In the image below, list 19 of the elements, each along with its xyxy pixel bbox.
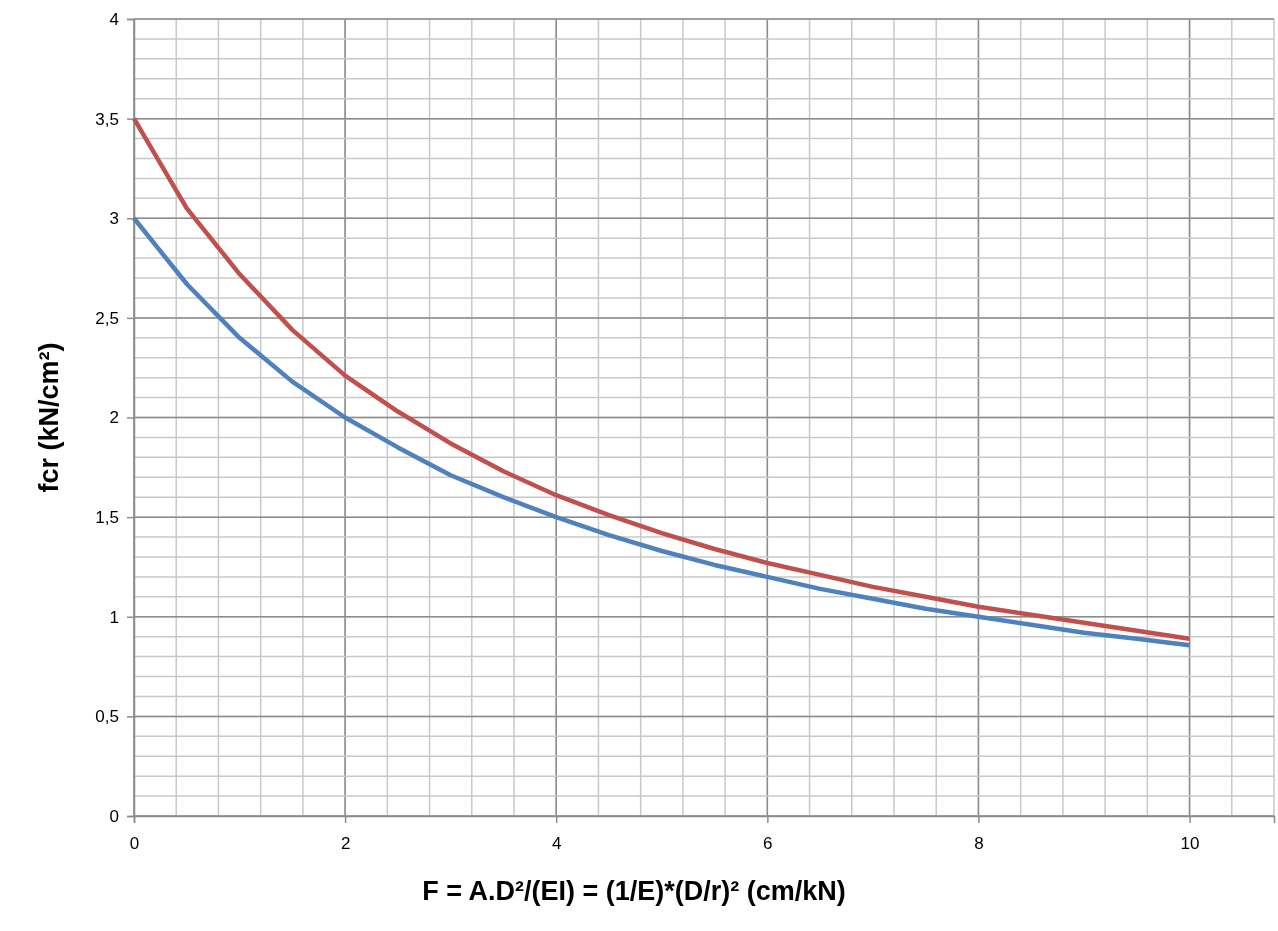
x-tick-label: 0 (129, 834, 140, 854)
x-tick-label: 10 (1180, 834, 1200, 854)
y-tick-label: 2 (109, 408, 119, 428)
y-tick-label: 0 (109, 806, 119, 826)
y-tick-label: 3,5 (95, 109, 119, 129)
x-tick-label: 2 (340, 834, 351, 854)
x-tick-label: 8 (974, 834, 984, 854)
x-tick-label: 4 (551, 834, 562, 854)
y-tick-label: 0,5 (95, 707, 119, 727)
y-tick-label: 1,5 (95, 508, 119, 528)
line-series (131, 116, 1192, 641)
y-tick-label: 3 (109, 209, 119, 229)
x-tick-label: 6 (763, 834, 773, 854)
line-series (131, 216, 1192, 648)
y-tick-label: 1 (109, 607, 119, 627)
x-axis-title: F = A.D²/(EI) = (1/E)*(D/r)² (cm/kN) (422, 876, 846, 906)
y-tick-label: 4 (109, 9, 119, 29)
y-axis-title: fcr (kN/cm²) (34, 342, 64, 493)
y-tick-label: 2,5 (95, 308, 119, 328)
